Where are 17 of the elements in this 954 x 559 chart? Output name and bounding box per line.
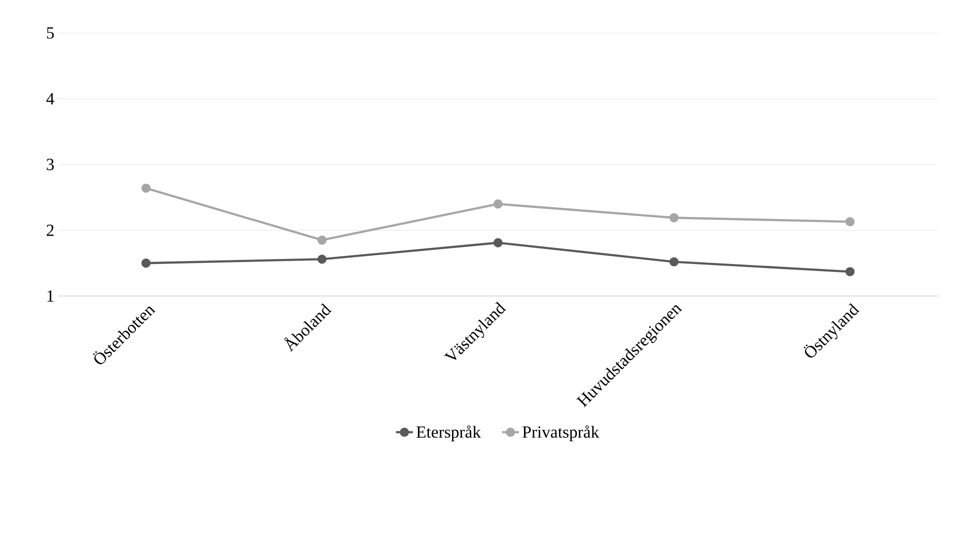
y-tick-label: 5 [46, 27, 54, 39]
y-tick-label: 1 [47, 290, 54, 302]
point [493, 199, 503, 209]
point [317, 254, 327, 264]
point [845, 217, 855, 226]
point [141, 184, 151, 193]
point [669, 213, 679, 222]
point [669, 257, 679, 266]
y-tick-label: 4 [46, 93, 54, 104]
point [845, 267, 855, 276]
y-tick-label: 2 [46, 224, 54, 236]
legend-label: Privatspråk [522, 425, 600, 442]
legend-label: Eterspråk [416, 425, 481, 442]
y-tick-label: 3 [46, 158, 54, 170]
point [141, 258, 151, 268]
point [493, 238, 503, 248]
point [317, 236, 327, 245]
